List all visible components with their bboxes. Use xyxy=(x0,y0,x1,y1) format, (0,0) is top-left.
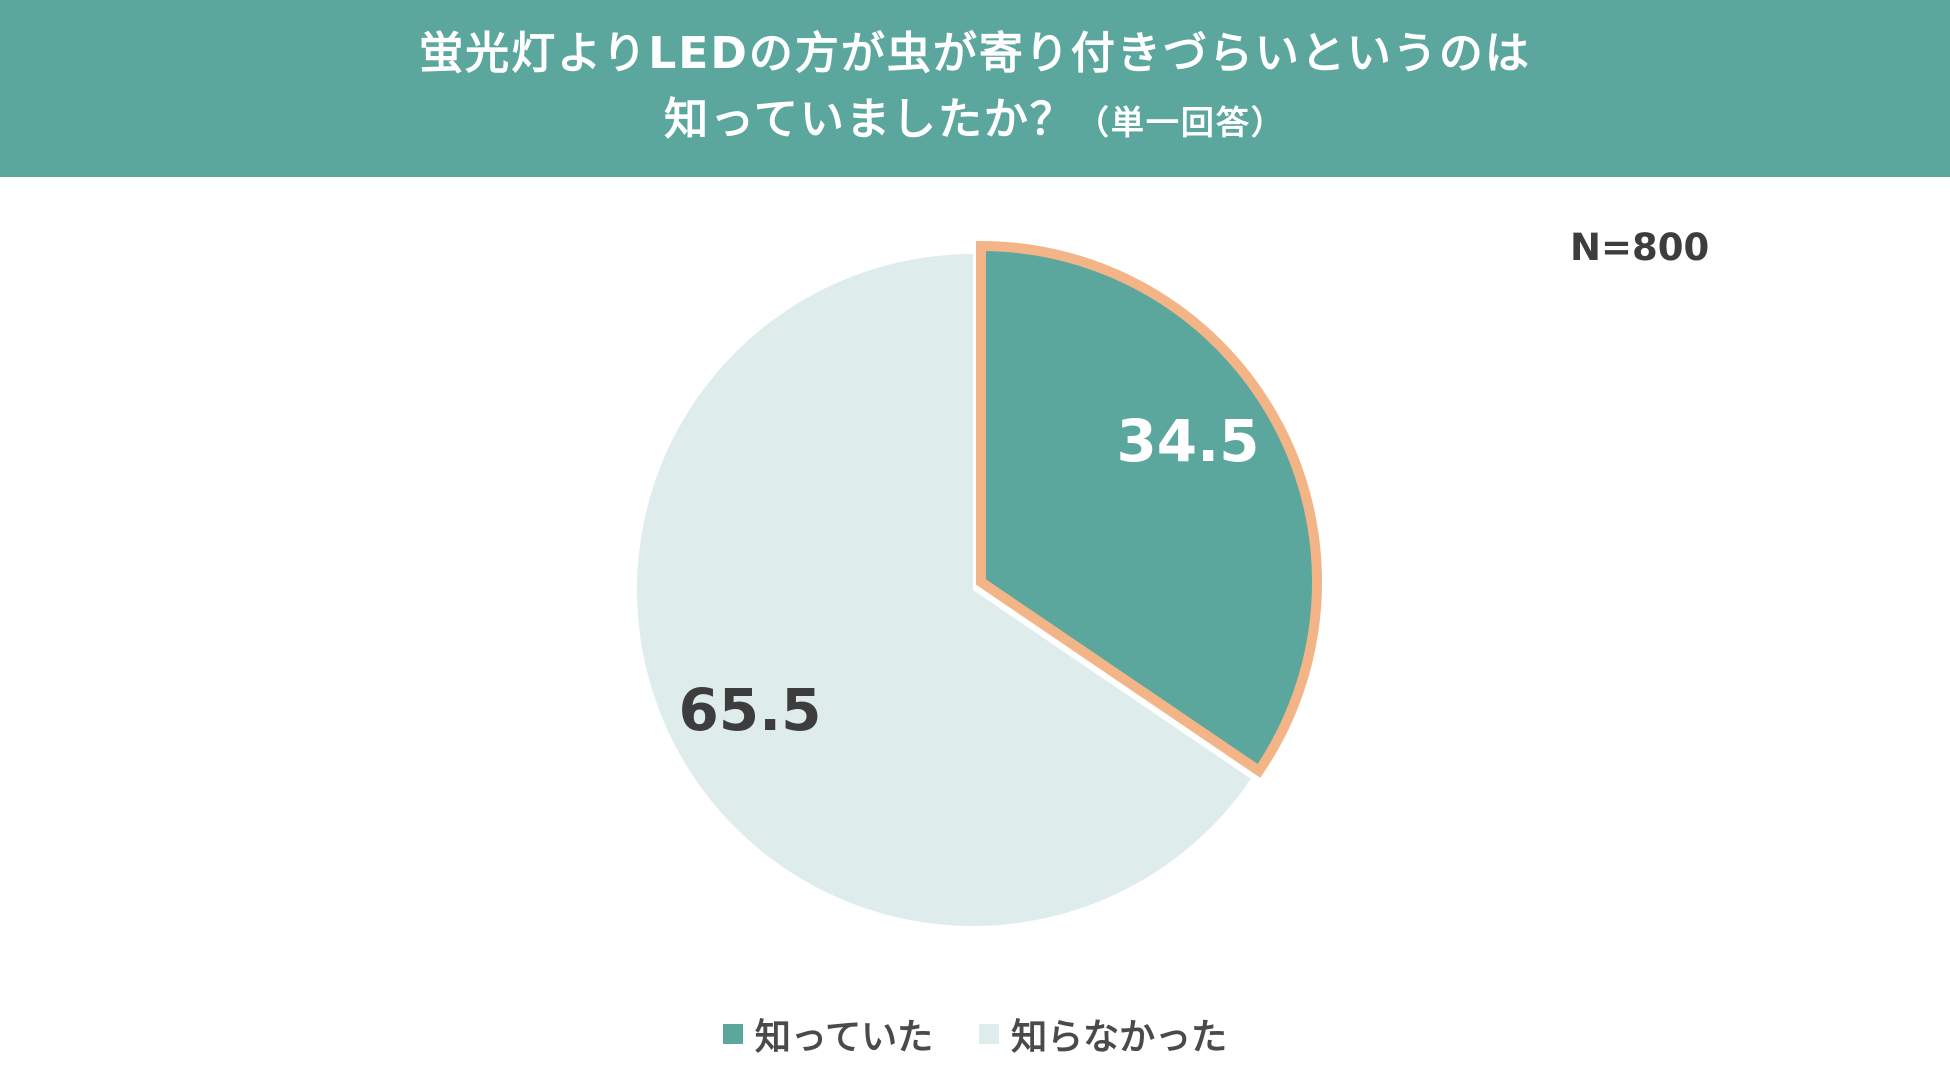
chart-title-line-1: 蛍光灯よりLEDの方が虫が寄り付きづらいというのは xyxy=(419,28,1531,79)
legend-label-known: 知っていた xyxy=(754,1017,934,1058)
pie-slice-unknown xyxy=(636,254,1251,926)
chart-header: 蛍光灯よりLEDの方が虫が寄り付きづらいというのは 知っていましたか？（単一回答… xyxy=(0,0,1950,177)
chart-legend: 知っていた 知らなかった xyxy=(0,1008,1950,1060)
pie-label-known: 34.5 xyxy=(1116,407,1259,475)
chart-title-note: （単一回答） xyxy=(1075,103,1286,142)
legend-label-unknown: 知らなかった xyxy=(1011,1017,1228,1058)
legend-swatch-unknown xyxy=(979,1024,1000,1044)
pie-slice-known xyxy=(976,240,1322,778)
legend-item-unknown: 知らなかった xyxy=(979,1008,1227,1060)
pie-label-unknown: 65.5 xyxy=(678,676,821,744)
legend-item-known: 知っていた xyxy=(722,1008,934,1060)
legend-swatch-known xyxy=(722,1024,743,1044)
chart-title-question: 知っていましたか？ xyxy=(664,94,1076,145)
chart-title-line-2: 知っていましたか？（単一回答） xyxy=(664,87,1286,156)
sample-size-label: N=800 xyxy=(1570,226,1710,269)
